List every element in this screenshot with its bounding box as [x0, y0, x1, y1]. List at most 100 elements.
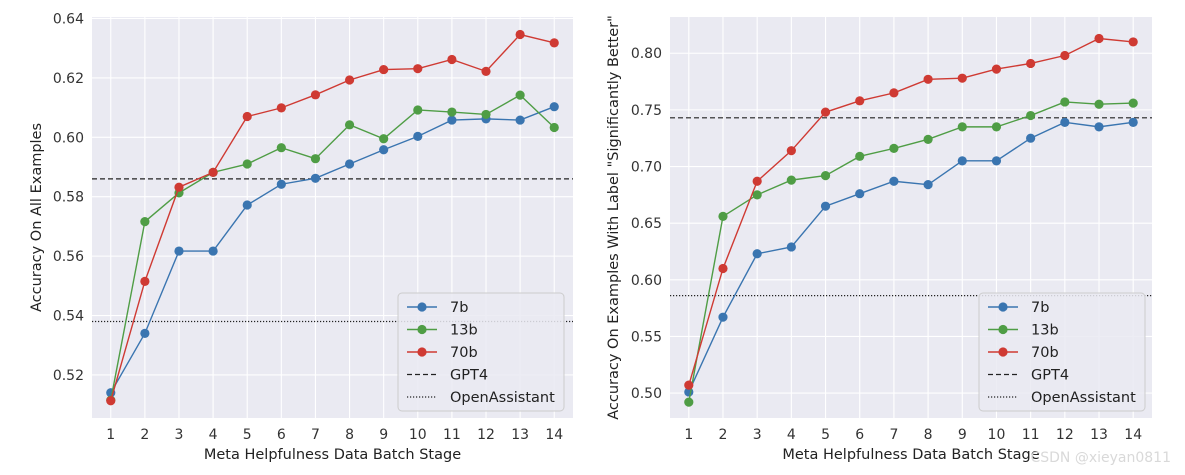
data-point-70b [344, 75, 355, 85]
data-point-13b [684, 397, 694, 407]
legend: 7b 13b 70b GPT4 OpenAssistant [397, 292, 565, 412]
data-point-70b [752, 176, 762, 186]
y-tick-label: 0.55 [631, 329, 662, 345]
data-point-7b [174, 246, 184, 256]
data-point-13b [786, 175, 796, 185]
right-chart: 0.500.550.600.650.700.750.801 2 3 4 5 6 7 8 9 10 1… [606, 15, 1152, 463]
data-point-13b [447, 107, 457, 117]
x-tick-label: 12 [477, 427, 495, 443]
x-tick-label: 3 [753, 427, 762, 443]
y-tick-label: 0.75 [631, 103, 662, 119]
x-axis-label: Meta Helpfulness Data Batch Stage [782, 447, 1039, 463]
y-tick-label: 0.52 [53, 368, 84, 384]
y-axis-label: Accuracy On All Examples [29, 123, 45, 312]
legend-label: GPT4 [1031, 368, 1069, 384]
y-axis-label: Accuracy On Examples With Label "Signifi… [606, 15, 622, 420]
y-tick-label: 0.80 [631, 46, 662, 62]
legend-label: OpenAssistant [1031, 390, 1136, 406]
data-point-13b [1026, 110, 1036, 121]
data-point-70b [1060, 50, 1070, 61]
x-tick-label: 11 [1022, 427, 1040, 443]
data-point-7b [208, 246, 218, 256]
legend-label: GPT4 [450, 368, 488, 384]
data-point-13b [1128, 98, 1138, 108]
x-tick-label: 13 [511, 427, 529, 443]
data-point-7b [786, 242, 796, 252]
data-point-13b [1060, 97, 1070, 107]
data-point-7b [820, 201, 831, 211]
data-point-7b [923, 180, 933, 190]
data-point-7b [515, 115, 525, 125]
data-point-13b [991, 122, 1002, 132]
data-point-13b [752, 190, 762, 200]
data-point-7b [752, 249, 762, 259]
x-tick-label: 13 [1090, 427, 1108, 443]
x-tick-label: 5 [243, 427, 252, 443]
data-point-7b [1128, 117, 1138, 127]
data-point-7b [1094, 122, 1104, 132]
watermark: CSDN @xieyan0811 [1030, 450, 1171, 466]
data-point-70b [242, 111, 252, 122]
data-point-70b [549, 38, 559, 48]
y-tick-label: 0.65 [631, 216, 662, 232]
data-point-70b [820, 107, 831, 117]
data-point-7b [379, 145, 389, 155]
data-point-70b [379, 64, 389, 75]
x-tick-label: 1 [684, 427, 693, 443]
data-point-70b [889, 88, 899, 98]
data-point-7b [889, 176, 899, 186]
data-point-7b [718, 312, 728, 322]
data-point-7b [549, 102, 559, 112]
x-tick-label: 7 [311, 427, 320, 443]
x-tick-label: 6 [855, 427, 864, 443]
data-point-7b [310, 173, 321, 183]
x-tick-label: 11 [443, 427, 461, 443]
data-point-13b [1094, 99, 1104, 109]
y-tick-label: 0.70 [631, 160, 662, 176]
data-point-70b [923, 74, 933, 84]
data-point-7b [1026, 133, 1036, 143]
data-point-13b [140, 217, 150, 227]
data-point-7b [447, 115, 457, 125]
data-point-70b [481, 66, 491, 76]
series-line-70b [110, 33, 555, 401]
data-point-13b [549, 122, 559, 133]
legend-label: 13b [450, 323, 478, 339]
data-point-70b [447, 54, 457, 65]
y-tick-label: 0.60 [631, 273, 662, 289]
x-tick-label: 4 [209, 427, 218, 443]
data-point-70b [718, 263, 728, 274]
legend-label: 13b [1031, 323, 1059, 339]
data-point-70b [208, 167, 218, 177]
data-point-13b [718, 211, 728, 221]
legend-marker-70b [417, 347, 427, 357]
data-point-70b [413, 64, 423, 74]
y-tick-label: 0.62 [53, 71, 84, 87]
legend-label: 7b [450, 300, 468, 316]
y-tick-label: 0.54 [53, 309, 84, 325]
data-point-70b [1026, 58, 1036, 69]
x-tick-label: 9 [958, 427, 967, 443]
x-tick-label: 5 [821, 427, 830, 443]
data-point-70b [786, 146, 796, 156]
x-tick-label: 2 [140, 427, 149, 443]
y-tick-label: 0.64 [53, 11, 84, 27]
series-line-7b [688, 121, 1134, 393]
legend-label: 70b [1031, 345, 1059, 361]
y-tick-label: 0.58 [53, 190, 84, 206]
data-point-70b [106, 396, 116, 406]
data-point-70b [957, 73, 967, 83]
data-point-7b [140, 328, 150, 338]
series-line-13b [688, 101, 1134, 403]
data-point-13b [413, 105, 423, 115]
x-tick-label: 10 [409, 427, 427, 443]
legend-label: 7b [1031, 300, 1049, 316]
data-point-7b [957, 156, 967, 166]
x-tick-label: 12 [1056, 427, 1074, 443]
x-tick-label: 14 [1124, 427, 1142, 443]
data-point-70b [855, 96, 865, 106]
data-point-70b [1128, 37, 1138, 47]
data-point-13b [481, 109, 491, 120]
data-point-13b [889, 143, 899, 154]
